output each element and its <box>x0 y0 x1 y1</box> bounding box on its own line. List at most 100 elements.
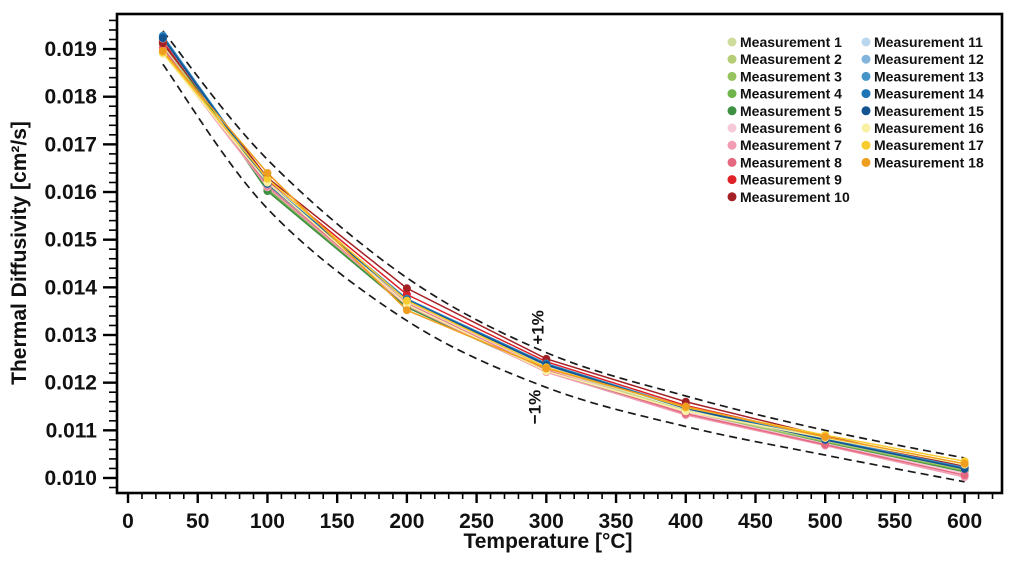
data-point <box>402 284 411 293</box>
plot-frame <box>115 12 1004 495</box>
legend-swatch-icon <box>727 192 737 202</box>
legend-swatch-icon <box>727 71 737 81</box>
y-tick-label: 0.015 <box>44 229 97 252</box>
legend-item-measurement-6: Measurement 6 <box>727 120 842 136</box>
data-point <box>263 168 272 177</box>
series-line-measurement-15 <box>162 37 965 470</box>
markers-measurement-12 <box>158 33 969 472</box>
legend-label: Measurement 6 <box>740 120 842 136</box>
markers-measurement-9 <box>158 37 969 472</box>
legend-swatch-icon <box>861 89 871 99</box>
legend-label: Measurement 12 <box>874 51 984 67</box>
markers-measurement-4 <box>158 36 969 476</box>
legend-item-measurement-11: Measurement 11 <box>861 34 983 50</box>
markers-measurement-5 <box>158 35 969 477</box>
markers-measurement-2 <box>158 39 969 475</box>
series-line-measurement-10 <box>162 42 965 468</box>
y-tick-label: 0.019 <box>44 38 97 61</box>
legend-item-measurement-5: Measurement 5 <box>727 103 842 119</box>
legend-item-measurement-2: Measurement 2 <box>727 51 842 67</box>
data-point <box>960 471 969 480</box>
x-tick-label: 350 <box>599 510 634 533</box>
x-tick-label: 0 <box>122 510 134 533</box>
series-line-measurement-3 <box>162 41 965 472</box>
series-line-measurement-2 <box>162 42 965 472</box>
legend-swatch-icon <box>727 175 737 185</box>
x-axis-title: Temperature [°C] <box>463 530 632 553</box>
y-tick-label: 0.016 <box>44 181 97 204</box>
legend-swatch-icon <box>727 157 737 167</box>
markers-measurement-13 <box>158 31 969 472</box>
x-tick-label: 50 <box>186 510 209 533</box>
data-point <box>542 364 551 373</box>
legend-label: Measurement 15 <box>874 103 984 119</box>
legend-label: Measurement 5 <box>740 103 842 119</box>
legend-swatch-icon <box>861 54 871 64</box>
legend-swatch-icon <box>727 54 737 64</box>
legend-label: Measurement 1 <box>740 34 842 50</box>
legend-item-measurement-1: Measurement 1 <box>727 34 842 50</box>
tolerance-band-dashed-lines <box>162 30 965 483</box>
legend-label: Measurement 17 <box>874 137 984 153</box>
legend-swatch-icon <box>727 106 737 116</box>
legend-swatch-icon <box>861 123 871 133</box>
x-tick-label: 200 <box>389 510 424 533</box>
series-line-measurement-6 <box>162 48 965 474</box>
legend-swatch-icon <box>727 89 737 99</box>
legend-item-measurement-13: Measurement 13 <box>861 68 984 84</box>
legend-label: Measurement 2 <box>740 51 842 67</box>
x-axis: 0 50 100 150 200 250 300 350 400 450 500 550 600 <box>122 493 994 533</box>
series-line-measurement-18 <box>162 50 965 465</box>
markers-measurement-6 <box>158 45 969 478</box>
series-line-measurement-8 <box>162 47 965 476</box>
legend-swatch-icon <box>861 71 871 81</box>
markers-measurement-14 <box>158 32 969 473</box>
legend-label: Measurement 13 <box>874 68 984 84</box>
series-line-measurement-16 <box>162 53 965 466</box>
legend-swatch-icon <box>727 123 737 133</box>
legend-item-measurement-4: Measurement 4 <box>727 86 842 102</box>
legend-item-measurement-17: Measurement 17 <box>861 137 984 153</box>
markers-measurement-8 <box>158 43 969 480</box>
series-line-measurement-5 <box>162 38 965 474</box>
legend-label: Measurement 9 <box>740 172 842 188</box>
legend-item-measurement-14: Measurement 14 <box>861 86 984 102</box>
legend-item-measurement-12: Measurement 12 <box>861 51 984 67</box>
legend-item-measurement-15: Measurement 15 <box>861 103 984 119</box>
series-line-measurement-17 <box>162 51 965 463</box>
x-tick-label: 300 <box>529 510 564 533</box>
series-line-measurement-9 <box>162 40 965 469</box>
y-tick-label: 0.011 <box>46 419 98 442</box>
x-tick-label: 250 <box>459 510 494 533</box>
x-tick-label: 500 <box>808 510 843 533</box>
legend-swatch-icon <box>727 140 737 150</box>
y-tick-label: 0.017 <box>44 133 97 156</box>
x-tick-label: 400 <box>668 510 703 533</box>
x-tick-label: 550 <box>877 510 912 533</box>
y-tick-label: 0.012 <box>44 372 97 395</box>
series-lines <box>162 35 965 478</box>
legend-swatch-icon <box>861 106 871 116</box>
annotation-+1pct: +1% <box>529 310 548 345</box>
series-line-measurement-11 <box>162 38 965 470</box>
legend-label: Measurement 14 <box>874 86 984 102</box>
x-tick-label: 100 <box>250 510 285 533</box>
data-point <box>681 402 690 411</box>
series-line-measurement-7 <box>162 51 965 478</box>
markers-measurement-11 <box>158 34 969 473</box>
data-point <box>402 296 411 305</box>
legend-label: Measurement 7 <box>740 137 842 153</box>
legend-label: Measurement 16 <box>874 120 984 136</box>
legend-item-measurement-18: Measurement 18 <box>861 154 984 170</box>
upper-tolerance-line <box>162 30 965 459</box>
y-axis: 0.010 0.011 0.012 0.013 0.014 0.015 0.016 0.017… <box>44 19 117 490</box>
legend-label: Measurement 11 <box>874 34 983 50</box>
x-tick-label: 450 <box>738 510 773 533</box>
legend-label: Measurement 8 <box>740 154 842 170</box>
series-markers <box>158 31 969 482</box>
markers-measurement-3 <box>158 37 969 475</box>
data-point <box>158 34 167 43</box>
